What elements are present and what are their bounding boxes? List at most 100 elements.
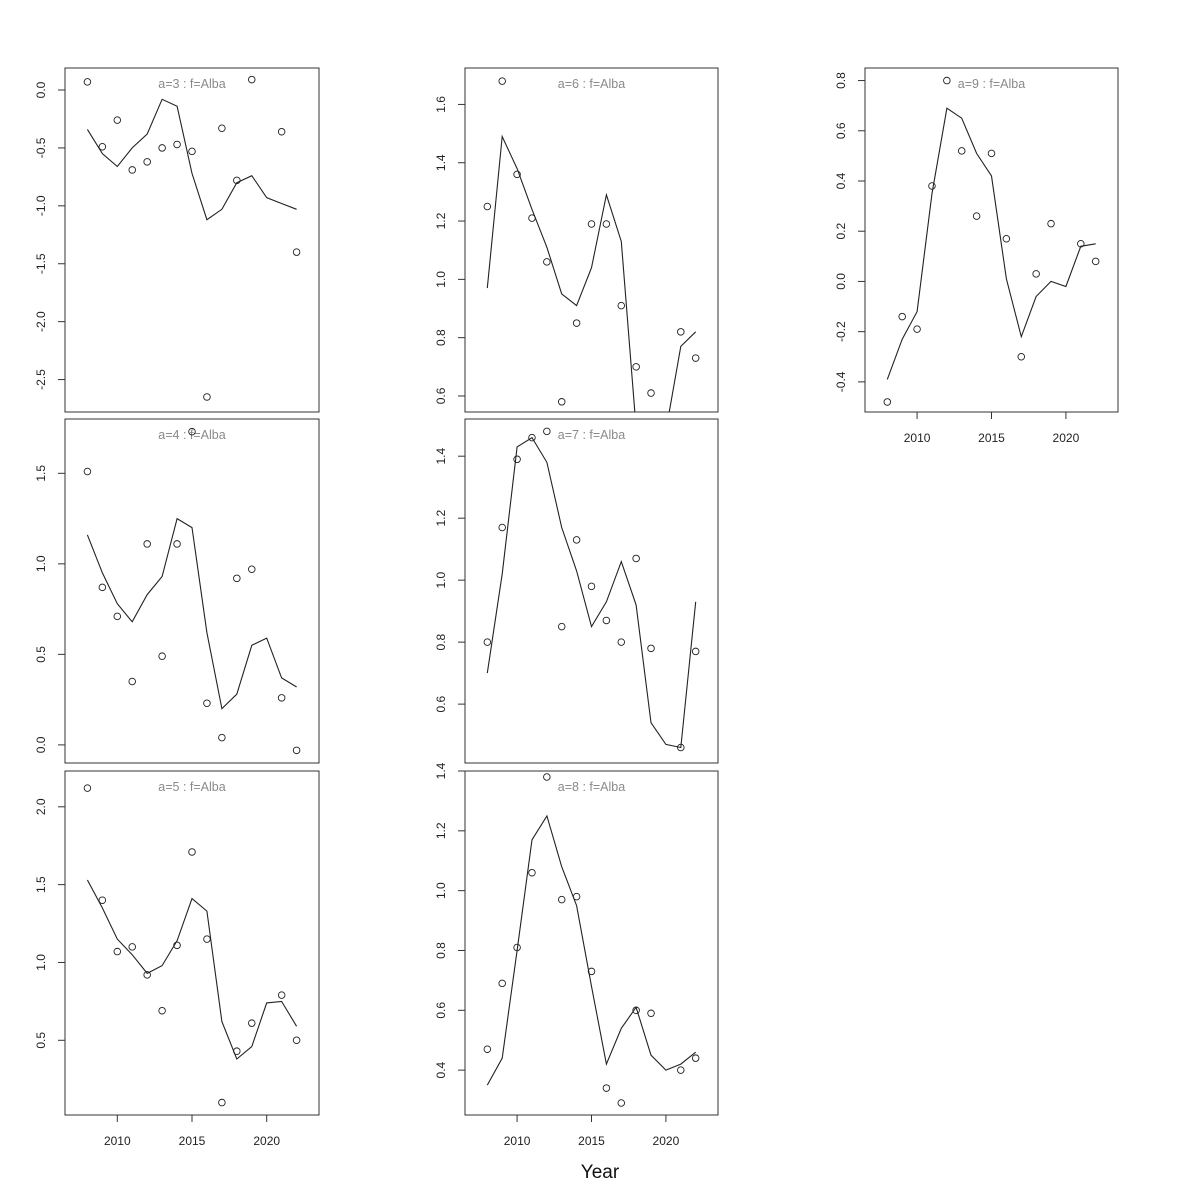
observed-point (691, 354, 700, 362)
y-tick-label: -0.5 (34, 137, 48, 158)
panel-6: a=8 : f=Alba 0.4 0.6 0.8 1.0 1.2 1.4 2010 2015 20… (434, 762, 719, 1148)
observed-point (513, 943, 521, 952)
y-tick-label: 0.8 (434, 942, 448, 959)
y-tick-label: 1.5 (34, 465, 48, 482)
observed-point (188, 427, 196, 436)
observed-point (987, 149, 996, 158)
observed-point (143, 971, 151, 979)
observed-point (83, 78, 92, 86)
panel-title: a=7 : f=Alba (558, 428, 625, 442)
observed-point (277, 127, 286, 136)
y-tick-label: 1.2 (434, 212, 448, 229)
observed-point (483, 1045, 492, 1053)
panel-title: a=3 : f=Alba (158, 77, 225, 91)
panel-3: a=5 : f=Alba 0.5 1.0 1.5 2.0 2010 2015 2020 (34, 770, 320, 1148)
observed-point (587, 582, 596, 591)
observed-point (691, 647, 700, 656)
y-tick-label: 1.0 (34, 954, 48, 971)
fitted-line (486, 436, 697, 749)
observed-point (617, 1099, 626, 1107)
x-tick-label: 2010 (104, 1134, 131, 1148)
y-tick-label: 0.8 (434, 633, 448, 650)
observed-point (83, 467, 92, 476)
x-tick-label: 2015 (978, 431, 1005, 445)
observed-point (572, 536, 581, 544)
observed-point (587, 220, 596, 228)
observed-point (143, 540, 151, 548)
panel-title: a=5 : f=Alba (158, 780, 225, 794)
observed-point (557, 398, 566, 406)
y-tick-label: 0.6 (434, 387, 448, 404)
panel-7: a=9 : f=Alba -0.4 -0.2 0.0 0.2 0.4 0.6 0.8 2010 2… (834, 67, 1119, 445)
observed-point (277, 694, 286, 702)
panel-1: a=3 : f=Alba 0.0 -0.5 -1.0 -1.5 -2.0 -2.5 (34, 67, 320, 413)
observed-point (83, 784, 92, 792)
y-tick-label: 0.5 (34, 646, 48, 663)
plot-frame (864, 67, 1119, 413)
y-tick-label: 0.2 (834, 223, 848, 240)
x-tick-label: 2015 (578, 1134, 605, 1148)
observed-point (128, 943, 136, 951)
observed-point (277, 991, 286, 999)
observed-point (883, 398, 892, 406)
observed-point (203, 393, 211, 401)
y-tick-label: -1.5 (34, 253, 48, 274)
panel-5: a=7 : f=Alba 0.6 0.8 1.0 1.2 1.4 (434, 418, 719, 764)
observed-point (647, 644, 655, 653)
observed-point (233, 176, 241, 185)
fitted-line (886, 107, 1096, 380)
plot-frame (64, 418, 320, 764)
fitted-line (86, 517, 297, 710)
y-tick-label: 0.6 (434, 695, 448, 712)
observed-point (528, 433, 536, 442)
observed-point (218, 124, 226, 132)
observed-point (677, 743, 685, 752)
observed-point (292, 248, 301, 256)
y-tick-label: 1.0 (34, 555, 48, 572)
y-tick-label: 0.8 (834, 72, 848, 89)
observed-point (143, 158, 151, 166)
observed-point (587, 967, 596, 976)
observed-point (1017, 353, 1026, 361)
observed-point (173, 941, 181, 950)
y-tick-label: -1.0 (34, 195, 48, 216)
observed-point (292, 1036, 301, 1045)
observed-point (498, 523, 506, 532)
observed-point (943, 76, 951, 85)
observed-point (617, 301, 626, 310)
observed-point (233, 1047, 241, 1055)
observed-point (1002, 234, 1011, 243)
observed-point (602, 1084, 611, 1092)
x-tick-label: 2020 (1053, 431, 1080, 445)
observed-point (188, 848, 196, 856)
x-tick-label: 2020 (653, 1134, 680, 1148)
observed-point (677, 328, 685, 336)
observed-point (543, 773, 551, 781)
observed-point (158, 1006, 166, 1015)
x-tick-label: 2015 (179, 1134, 206, 1148)
observed-point (602, 616, 611, 625)
panel-title: a=9 : f=Alba (958, 77, 1025, 91)
y-tick-label: -0.4 (834, 371, 848, 392)
observed-point (498, 77, 506, 85)
plot-frame (64, 67, 320, 413)
y-tick-label: -2.5 (34, 369, 48, 390)
y-tick-label: 0.4 (834, 172, 848, 189)
observed-point (218, 1098, 226, 1107)
observed-point (513, 170, 521, 179)
fitted-line (486, 134, 697, 412)
panel-4: a=6 : f=Alba 0.6 0.8 1.0 1.2 1.4 1.6 (434, 67, 719, 413)
observed-point (632, 1006, 640, 1015)
panel-title: a=8 : f=Alba (558, 780, 625, 794)
y-tick-label: 1.4 (434, 448, 448, 465)
y-tick-label: -0.2 (834, 321, 848, 342)
y-tick-label: 0.8 (434, 329, 448, 346)
observed-point (557, 895, 566, 904)
observed-point (128, 166, 136, 174)
observed-point (173, 140, 181, 149)
observed-point (98, 896, 107, 904)
observed-point (557, 622, 566, 631)
observed-point (632, 554, 640, 563)
observed-point (572, 319, 581, 327)
